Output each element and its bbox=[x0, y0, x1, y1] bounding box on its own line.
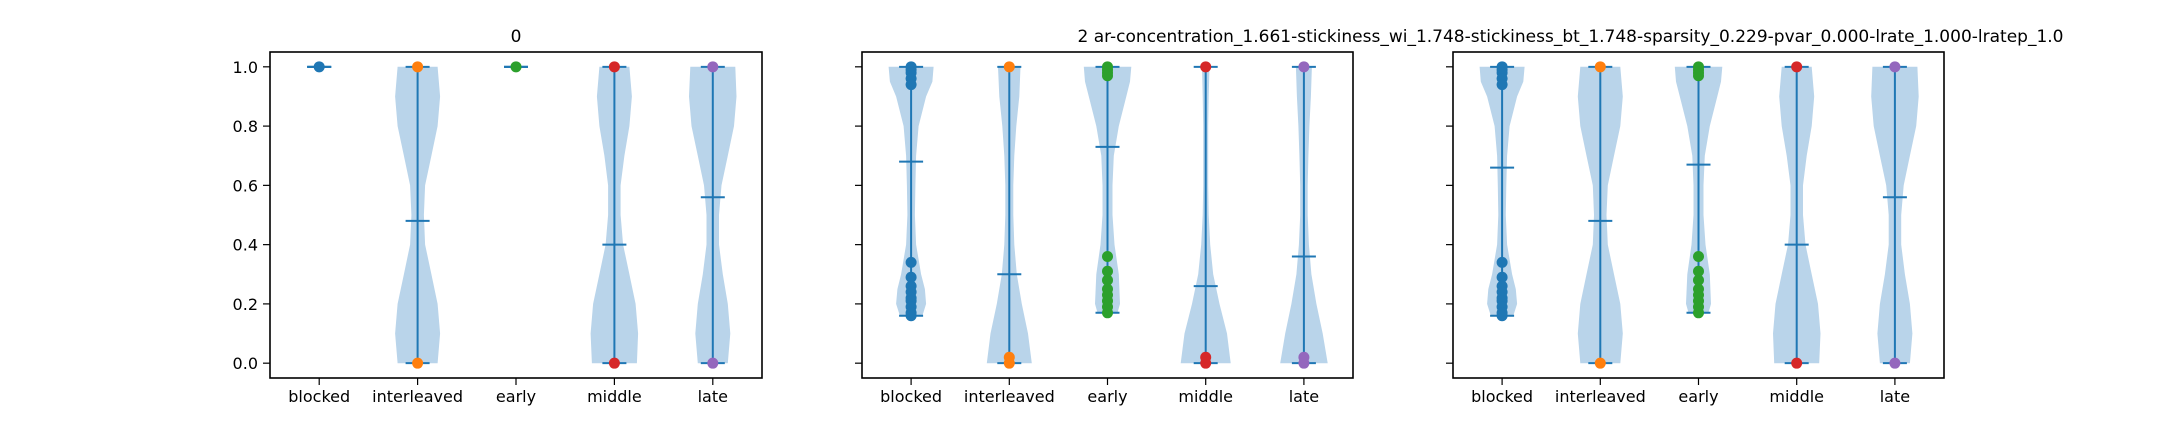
ytick-label: 0.0 bbox=[233, 354, 258, 373]
data-point-middle bbox=[1791, 61, 1803, 73]
xtick-label-blocked: blocked bbox=[880, 387, 942, 406]
data-point-blocked bbox=[1496, 310, 1508, 322]
xtick-label-interleaved: interleaved bbox=[372, 387, 463, 406]
data-point-early bbox=[1102, 250, 1113, 262]
axes-frame bbox=[269, 51, 763, 379]
data-point-interleaved bbox=[1594, 61, 1606, 73]
data-point-early bbox=[1102, 70, 1113, 82]
data-point-blocked bbox=[1496, 271, 1508, 283]
data-point-middle bbox=[608, 357, 620, 369]
data-point-blocked bbox=[905, 256, 917, 268]
xtick-label-blocked: blocked bbox=[1471, 387, 1533, 406]
chart-panel-0: 0.0 0.2 0.4 0.6 0.8 1.0 blocked interleaved earl… bbox=[233, 27, 763, 406]
ytick-label: 1.0 bbox=[233, 58, 258, 77]
data-point-middle bbox=[1200, 351, 1212, 363]
data-point-early bbox=[510, 61, 522, 73]
data-point-early bbox=[1693, 307, 1704, 319]
ytick-label: 0.6 bbox=[233, 176, 258, 195]
ytick-label: 0.2 bbox=[233, 295, 258, 314]
xtick-label-early: early bbox=[1678, 387, 1718, 406]
data-point-middle bbox=[1791, 357, 1803, 369]
data-point-early bbox=[1693, 265, 1704, 277]
data-point-blocked bbox=[1496, 256, 1508, 268]
chart-title: 0 bbox=[511, 27, 522, 47]
data-point-middle bbox=[1200, 61, 1212, 73]
data-point-early bbox=[1102, 265, 1113, 277]
data-point-blocked bbox=[905, 79, 917, 91]
chart-title: 2 ar-concentration_1.661-stickiness_wi_1… bbox=[1078, 27, 2064, 47]
data-point-interleaved bbox=[412, 357, 424, 369]
xtick-label-interleaved: interleaved bbox=[1555, 387, 1646, 406]
data-point-early bbox=[1693, 70, 1704, 82]
chart-panel-2: blocked interleaved early middle late bbox=[1446, 51, 1945, 406]
ytick-label: 0.8 bbox=[233, 117, 258, 136]
data-point-interleaved bbox=[1003, 351, 1015, 363]
data-point-interleaved bbox=[412, 61, 424, 73]
xtick-label-early: early bbox=[496, 387, 536, 406]
xtick-label-interleaved: interleaved bbox=[964, 387, 1055, 406]
xtick-label-late: late bbox=[698, 387, 728, 406]
data-point-late bbox=[1298, 61, 1310, 73]
data-point-blocked bbox=[1496, 79, 1508, 91]
xtick-label-early: early bbox=[1087, 387, 1127, 406]
data-point-late bbox=[1298, 351, 1310, 363]
data-point-early bbox=[1102, 274, 1113, 286]
data-point-late bbox=[707, 61, 719, 73]
data-point-early bbox=[1693, 250, 1704, 262]
xtick-label-middle: middle bbox=[1769, 387, 1824, 406]
ytick-label: 0.4 bbox=[233, 236, 258, 255]
chart-panel-1: blocked interleaved early middle late 2 ar-co… bbox=[855, 27, 2063, 406]
data-point-late bbox=[1889, 61, 1901, 73]
data-point-middle bbox=[608, 61, 620, 73]
xtick-label-middle: middle bbox=[587, 387, 642, 406]
data-point-early bbox=[1102, 307, 1113, 319]
xtick-label-middle: middle bbox=[1178, 387, 1233, 406]
data-point-early bbox=[1693, 274, 1704, 286]
data-point-interleaved bbox=[1003, 61, 1015, 73]
data-point-blocked bbox=[905, 310, 917, 322]
xtick-label-late: late bbox=[1880, 387, 1910, 406]
data-point-blocked bbox=[313, 61, 325, 73]
xtick-label-blocked: blocked bbox=[288, 387, 350, 406]
data-point-late bbox=[1889, 357, 1901, 369]
data-point-late bbox=[707, 357, 719, 369]
data-point-interleaved bbox=[1594, 357, 1606, 369]
xtick-label-late: late bbox=[1289, 387, 1319, 406]
data-point-blocked bbox=[905, 271, 917, 283]
